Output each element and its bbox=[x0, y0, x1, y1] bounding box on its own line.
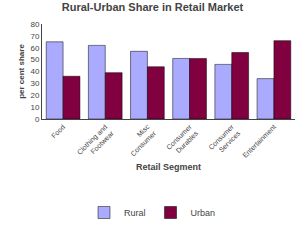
svg-text:Urban: Urban bbox=[191, 208, 216, 218]
svg-text:Retail Segment: Retail Segment bbox=[136, 162, 201, 172]
svg-text:80: 80 bbox=[30, 20, 39, 29]
svg-text:ConsumerServices: ConsumerServices bbox=[207, 123, 242, 158]
svg-text:0: 0 bbox=[35, 115, 40, 124]
svg-text:per cent share: per cent share bbox=[17, 44, 26, 99]
svg-text:10: 10 bbox=[30, 103, 39, 112]
svg-text:Clothing andFootwear: Clothing andFootwear bbox=[76, 123, 116, 163]
svg-text:40: 40 bbox=[30, 67, 39, 76]
svg-text:60: 60 bbox=[30, 44, 39, 53]
svg-text:Rural: Rural bbox=[124, 208, 146, 218]
svg-text:Rural-Urban Share in Retail Ma: Rural-Urban Share in Retail Market bbox=[62, 1, 244, 13]
svg-text:20: 20 bbox=[30, 91, 39, 100]
svg-text:Food: Food bbox=[50, 123, 66, 139]
svg-text:50: 50 bbox=[30, 55, 39, 64]
svg-text:Entertainment: Entertainment bbox=[241, 123, 277, 159]
svg-text:ConsumerDurables: ConsumerDurables bbox=[165, 123, 200, 158]
svg-text:MiscConsumer: MiscConsumer bbox=[123, 123, 158, 158]
svg-text:70: 70 bbox=[30, 32, 39, 41]
svg-text:30: 30 bbox=[30, 79, 39, 88]
